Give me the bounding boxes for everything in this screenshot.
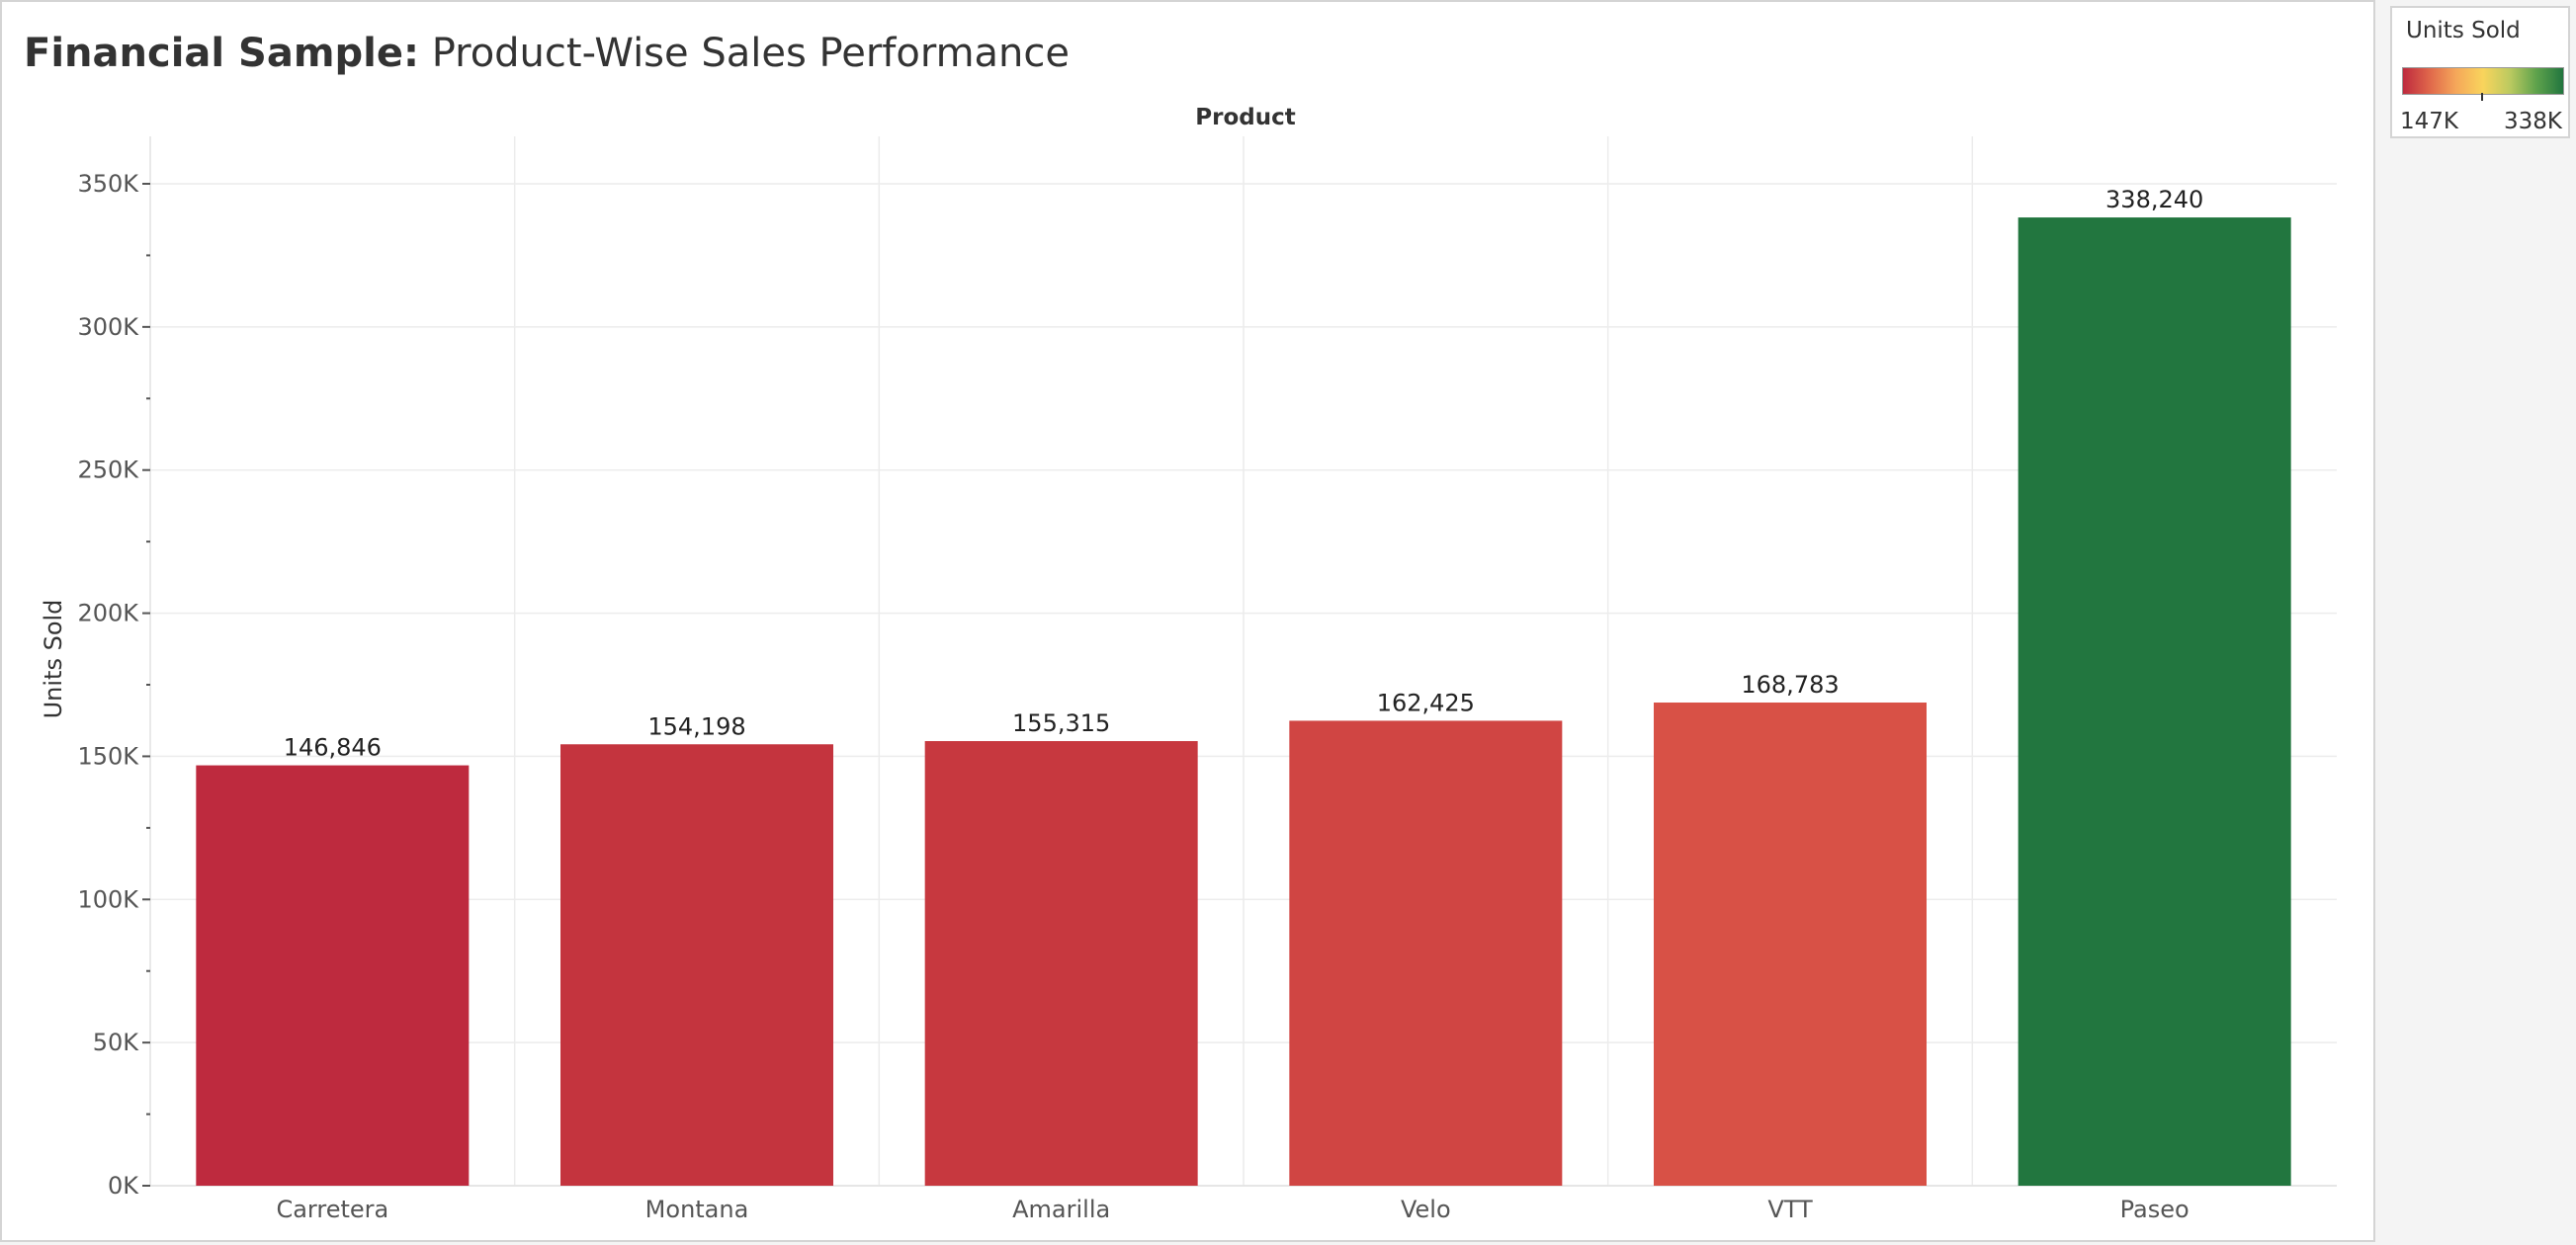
legend-min-label: 147K [2400, 109, 2458, 134]
x-tick-label: Paseo [2120, 1196, 2190, 1223]
y-tick-label: 50K [93, 1029, 140, 1056]
bar-value-label: 168,783 [1741, 671, 1839, 699]
y-tick-label: 300K [77, 313, 139, 341]
bar-value-label: 162,425 [1377, 689, 1475, 716]
bar-carretera [196, 765, 470, 1186]
bar-value-label: 146,846 [284, 734, 382, 762]
y-axis-title: Units Sold [40, 600, 67, 719]
chart-title: Financial Sample: Product-Wise Sales Per… [24, 24, 1070, 83]
x-tick-label: Amarilla [1012, 1196, 1110, 1223]
y-tick-label: 350K [77, 170, 139, 198]
viz-panel: Financial Sample: Product-Wise Sales Per… [0, 0, 2375, 1242]
bar-chart: 0K 50K 100K 150K 200K 250K 300K 350K Units Sold P… [40, 105, 2337, 1223]
legend-title: Units Sold [2406, 18, 2521, 43]
x-tick-label: VTT [1767, 1196, 1813, 1223]
legend-max-label: 338K [2504, 109, 2562, 134]
color-legend: Units Sold 147K 338K [2390, 6, 2570, 138]
legend-color-ramp [2402, 67, 2564, 95]
x-tick-label: Montana [645, 1196, 749, 1223]
bar-value-label: 154,198 [647, 712, 745, 740]
bar-vtt [1654, 703, 1927, 1186]
bar-paseo [2018, 217, 2291, 1186]
x-tick-label: Carretera [276, 1196, 388, 1223]
y-tick-label: 100K [77, 885, 139, 913]
y-tick-label: 0K [108, 1172, 139, 1200]
column-header-product: Product [1195, 105, 1295, 130]
y-tick-label: 200K [77, 600, 139, 627]
legend-ramp-marker [2481, 93, 2483, 101]
y-tick-label: 250K [77, 456, 139, 484]
x-tick-label: Velo [1401, 1196, 1451, 1223]
bar-amarilla [924, 741, 1198, 1186]
bar-velo [1289, 720, 1563, 1186]
y-tick-label: 150K [77, 742, 139, 770]
bar-value-label: 155,315 [1012, 709, 1110, 737]
title-prefix: Financial Sample: [24, 31, 419, 76]
title-rest: Product-Wise Sales Performance [431, 31, 1070, 76]
bar-value-label: 338,240 [2105, 186, 2203, 213]
bar-montana [560, 744, 833, 1186]
